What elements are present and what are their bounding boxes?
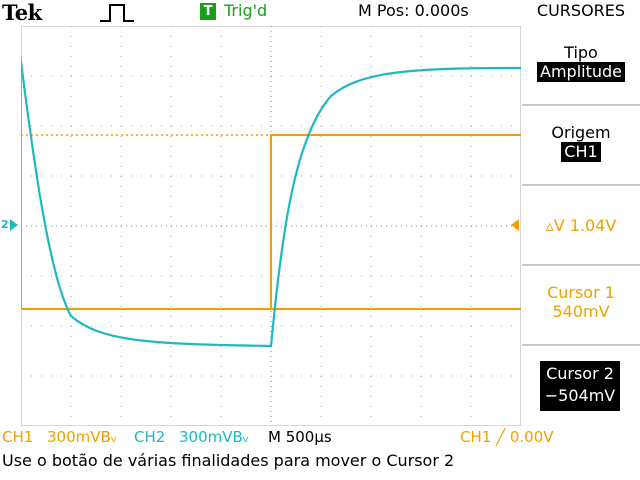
menu-divider <box>522 104 640 106</box>
ch1-label: CH1 <box>2 428 34 446</box>
menu-divider <box>522 184 640 186</box>
menu-divider <box>522 264 640 266</box>
source-label: Origem <box>551 123 611 142</box>
ch2-marker-label: 2 <box>1 218 9 231</box>
ch2-ground-marker-icon <box>10 219 18 231</box>
source-menu-button[interactable]: Origem CH1 <box>522 123 640 162</box>
type-value: Amplitude <box>537 62 625 82</box>
menu-divider <box>522 344 640 346</box>
cursor-1-menu-button[interactable]: Cursor 1 540mV <box>522 283 640 321</box>
timebase: M 500µs <box>268 428 332 446</box>
ch2-label: CH2 <box>134 428 166 446</box>
cursor-2-menu-button[interactable]: Cursor 2 −504mV <box>540 361 620 411</box>
ch2-trace <box>21 61 521 348</box>
type-label: Tipo <box>564 43 598 62</box>
help-message: Use o botão de várias finalidades para m… <box>2 451 455 470</box>
cursor-marker-icon <box>511 219 519 231</box>
cursor-1-value: 540mV <box>552 302 610 321</box>
waveform-display <box>21 26 521 426</box>
source-value: CH1 <box>561 142 601 162</box>
ch1-trace <box>21 56 521 310</box>
cursor-2-value: −504mV <box>544 386 616 405</box>
trigger-readout: CH1 ╱ 0.00V <box>460 428 554 446</box>
trigger-badge: T <box>200 3 216 20</box>
ch1-scale: 300mVBᵥ <box>47 428 118 446</box>
trigger-status: Trig'd <box>224 1 268 20</box>
type-menu-button[interactable]: Tipo Amplitude <box>522 43 640 82</box>
delta-readout: ▵V 1.04V <box>545 216 617 235</box>
cursor-2-label: Cursor 2 <box>546 364 614 383</box>
menu-title: CURSORES <box>536 1 626 20</box>
cursor-1-label: Cursor 1 <box>547 283 615 302</box>
status-bar: CH1 300mVBᵥ CH2 300mVBᵥ M 500µs CH1 ╱ 0.… <box>0 428 640 446</box>
brand-logo: Tek <box>2 0 42 25</box>
horizontal-position: M Pos: 0.000s <box>358 1 469 20</box>
trigger-edge-icon <box>100 4 134 22</box>
ch2-scale: 300mVBᵥ <box>179 428 250 446</box>
